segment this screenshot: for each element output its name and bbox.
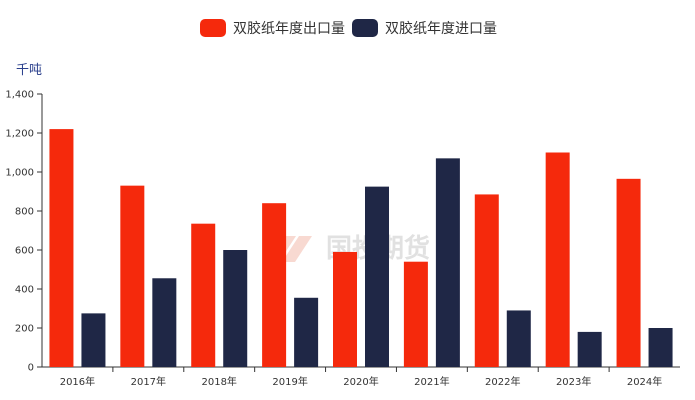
- y-tick-label: 600: [15, 246, 34, 257]
- y-tick-label: 0: [28, 363, 34, 374]
- bar-export[interactable]: [403, 261, 428, 367]
- x-tick-label: 2018年: [201, 375, 236, 388]
- x-tick-label: 2017年: [131, 375, 166, 388]
- bar-export[interactable]: [49, 129, 74, 367]
- legend-item-import[interactable]: 双胶纸年度进口量: [352, 19, 497, 37]
- y-tick-label: 800: [15, 207, 34, 218]
- legend-label-export: 双胶纸年度出口量: [233, 20, 345, 37]
- x-tick-label: 2020年: [343, 375, 378, 388]
- y-tick-label: 400: [15, 285, 34, 296]
- bar-import[interactable]: [506, 310, 531, 367]
- bar-import[interactable]: [365, 186, 389, 367]
- x-tick-label: 2016年: [60, 375, 95, 388]
- bar-import[interactable]: [435, 158, 460, 367]
- bar-import[interactable]: [223, 250, 248, 367]
- x-tick-label: 2019年: [272, 375, 307, 388]
- bar-import[interactable]: [81, 313, 106, 367]
- axes: 0 200 400 600 800 1,000 1,200 1,400 2016年 2017年 20…: [5, 90, 680, 388]
- legend-swatch-export: [200, 19, 226, 37]
- bar-import[interactable]: [294, 297, 319, 367]
- bar-export[interactable]: [545, 152, 570, 368]
- bar-import[interactable]: [648, 328, 673, 367]
- x-tick-label: 2023年: [556, 375, 591, 388]
- y-tick-label: 1,000: [5, 168, 34, 179]
- bar-export[interactable]: [262, 203, 287, 367]
- legend-label-import: 双胶纸年度进口量: [385, 20, 497, 37]
- x-tick-label: 2024年: [627, 375, 662, 388]
- y-tick-label: 200: [15, 324, 34, 335]
- legend-swatch-import: [352, 19, 378, 37]
- legend: 双胶纸年度出口量 双胶纸年度进口量: [200, 19, 497, 37]
- x-tick-label: 2021年: [414, 375, 449, 388]
- legend-item-export[interactable]: 双胶纸年度出口量: [200, 19, 345, 37]
- bar-export[interactable]: [616, 178, 641, 367]
- bar-export[interactable]: [333, 251, 357, 367]
- bar-export[interactable]: [191, 223, 216, 367]
- bar-export[interactable]: [120, 185, 145, 367]
- y-axis-unit: 千吨: [16, 63, 42, 78]
- bar-export[interactable]: [474, 194, 499, 367]
- y-tick-label: 1,200: [5, 129, 34, 140]
- bars: [49, 129, 673, 368]
- bar-import[interactable]: [152, 278, 177, 367]
- bar-import[interactable]: [577, 331, 602, 367]
- y-tick-label: 1,400: [5, 90, 34, 101]
- x-tick-label: 2022年: [485, 375, 520, 388]
